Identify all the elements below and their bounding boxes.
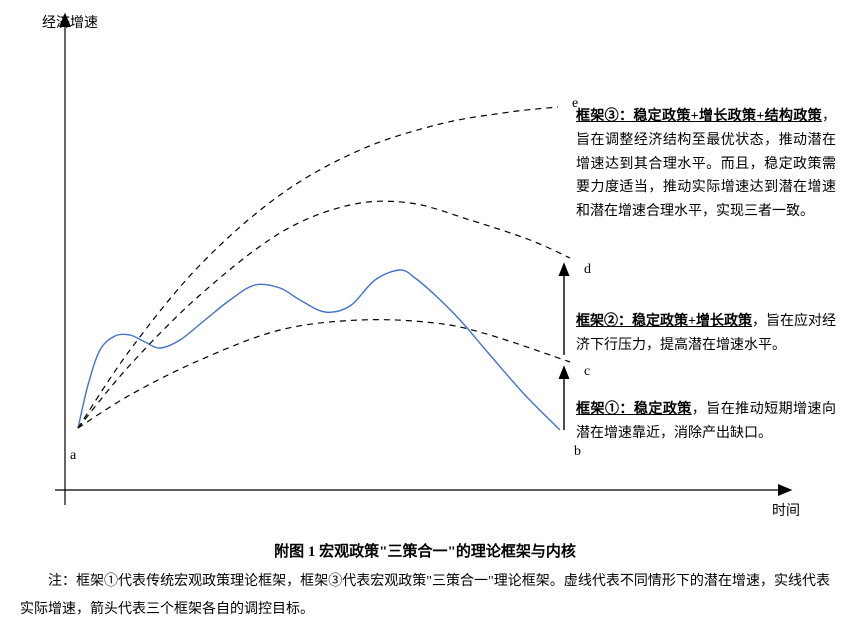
annotation-framework-2: 框架②：稳定政策+增长政策，旨在应对经济下行压力，提高潜在增速水平。: [576, 310, 836, 358]
annotation-framework-2-lead: 框架②：稳定政策+增长政策: [576, 314, 752, 329]
point-label-c: c: [584, 364, 590, 380]
figure-container: 经济增速 时间 a b c d e 框架③：稳定政策+增长政策+结构政策，旨在调…: [0, 0, 850, 642]
curve-dash_ac: [78, 320, 570, 428]
annotation-framework-3-lead: 框架③：稳定政策+增长政策+结构政策: [576, 109, 822, 124]
annotation-framework-1: 框架①：稳定政策，旨在推动短期增速向潜在增速靠近，消除产出缺口。: [576, 398, 836, 446]
annotation-framework-3-body: ，旨在调整经济结构至最优状态，推动潜在增速达到其合理水平。而且，稳定政策需要力度…: [576, 109, 836, 219]
curve-solid_actual: [78, 270, 560, 430]
point-label-a: a: [70, 448, 76, 464]
point-label-d: d: [584, 262, 591, 278]
y-axis-label: 经济增速: [42, 12, 98, 32]
x-axis-label: 时间: [772, 500, 800, 520]
figure-note: 注：框架①代表传统宏观政策理论框架，框架③代表宏观政策"三策合一"理论框架。虚线…: [20, 568, 830, 624]
point-label-b: b: [574, 444, 581, 460]
curve-dash_ae: [78, 107, 558, 428]
annotation-framework-3: 框架③：稳定政策+增长政策+结构政策，旨在调整经济结构至最优状态，推动潜在增速达…: [576, 105, 836, 224]
figure-caption: 附图 1 宏观政策"三策合一"的理论框架与内核: [0, 540, 850, 561]
curve-dash_ad: [78, 201, 570, 428]
annotation-framework-1-lead: 框架①：稳定政策: [576, 402, 692, 417]
